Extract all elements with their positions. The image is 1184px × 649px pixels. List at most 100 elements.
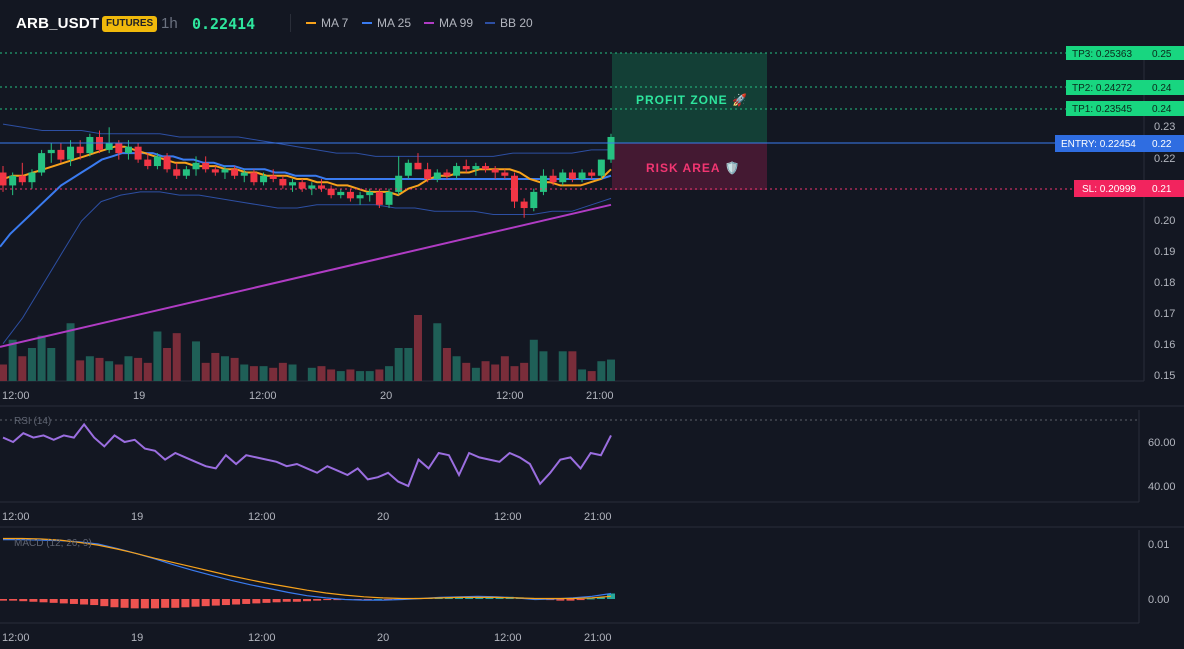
tp3-tag (1066, 46, 1148, 60)
macd-tick: 0.00 (1148, 594, 1169, 606)
time-tick: 12:00 (496, 390, 524, 402)
time-axis-main: 12:00 19 12:00 20 12:00 21:00 (2, 390, 614, 402)
macd-histogram-bar (272, 599, 281, 603)
volume-bar (471, 367, 480, 381)
macd-histogram-bar (100, 599, 109, 607)
volume-bar (385, 366, 394, 381)
tp3-axis-label: 0.25 (1152, 49, 1172, 60)
tp2-axis-tag (1148, 80, 1184, 95)
volume-bar (18, 356, 27, 381)
macd-histogram-bar (140, 599, 149, 609)
macd-histogram-bar (221, 599, 230, 606)
macd-histogram-bar (110, 599, 119, 608)
tp3-tag-label: TP3: 0.25363 (1072, 49, 1132, 60)
profit-zone-label: PROFIT ZONE 🚀 (636, 93, 748, 107)
price-tick: 0.20 (1154, 215, 1175, 227)
bb-upper-line (2, 123, 611, 157)
sl-tag (1074, 180, 1148, 197)
candle-body (559, 172, 567, 183)
ma25-line (0, 152, 612, 248)
profit-zone (612, 53, 767, 143)
candle-body (414, 162, 422, 170)
macd-tick: 0.01 (1148, 539, 1169, 551)
macd-histogram-bar (90, 599, 99, 606)
volume-bar (607, 359, 615, 381)
header-divider (290, 14, 291, 32)
candle-body (337, 191, 345, 196)
macd-histogram-bar (59, 599, 68, 604)
candle-body (308, 185, 316, 189)
candle-body (491, 169, 499, 173)
ma99-label: MA 99 (439, 16, 474, 30)
candle-body (38, 153, 46, 173)
time-axis-macd: 12:00 19 12:00 20 12:00 21:00 (2, 632, 612, 644)
time-tick: 21:00 (584, 632, 612, 644)
time-tick: 19 (131, 511, 143, 523)
candle-body (375, 191, 383, 205)
sl-axis-label: 0.21 (1152, 184, 1172, 195)
macd-histogram-bar (130, 599, 139, 609)
macd-histogram-bar (181, 599, 190, 608)
candle-body (588, 172, 596, 176)
macd-histogram-bar (586, 598, 595, 600)
legend-ma7[interactable]: MA 7 (306, 16, 348, 30)
volume-bar (587, 371, 596, 381)
macd-histogram-bar (69, 599, 78, 604)
entry-tag-label: ENTRY: 0.22454 (1061, 139, 1136, 150)
entry-axis-label: 0.22 (1152, 139, 1172, 150)
volume-bar (413, 315, 422, 381)
legend-bb20[interactable]: BB 20 (485, 16, 533, 30)
volume-bar (520, 362, 529, 381)
volume-bar (105, 361, 114, 381)
macd-label: MACD (12, 26, 9) (14, 538, 92, 549)
candle-body (346, 191, 354, 199)
candle-body (47, 149, 55, 154)
ma25-swatch (362, 22, 372, 24)
ma7-label: MA 7 (321, 16, 349, 30)
candle-body (424, 169, 432, 179)
price-tick: 0.23 (1154, 121, 1175, 133)
candle-body (9, 175, 17, 186)
time-tick: 12:00 (2, 511, 30, 523)
symbol-title[interactable]: ARB_USDT (16, 15, 100, 32)
volume-bar (568, 351, 577, 381)
macd-pane[interactable] (0, 537, 615, 609)
volume-bar (365, 371, 374, 381)
rsi-pane[interactable] (2, 422, 612, 488)
legend-ma99[interactable]: MA 99 (424, 16, 473, 30)
volume-bar (163, 348, 172, 381)
price-pane[interactable] (0, 123, 615, 381)
candle-body (433, 172, 441, 179)
candle-body (366, 191, 374, 196)
macd-histogram-bar (556, 599, 565, 601)
price-tick: 0.19 (1154, 246, 1175, 258)
time-tick: 12:00 (248, 511, 276, 523)
candle-body (317, 185, 325, 189)
volume-bar (529, 339, 538, 381)
candle-body (260, 175, 268, 183)
macd-histogram-bar (323, 599, 332, 601)
time-tick: 20 (377, 632, 389, 644)
candle-body (28, 172, 36, 183)
volume-bar (249, 366, 258, 381)
timeframe-label[interactable]: 1h (161, 15, 178, 32)
candle-body (269, 175, 277, 179)
volume-bar (491, 364, 500, 381)
volume-bar (192, 341, 201, 381)
candle-body (57, 149, 65, 160)
ma7-line (2, 145, 612, 197)
macd-histogram-bar (303, 599, 311, 602)
candle-body (240, 172, 248, 176)
candle-body (76, 146, 84, 154)
macd-signal-line (3, 537, 612, 600)
risk-zone-label: RISK AREA 🛡️ (646, 161, 740, 175)
macd-histogram-bar (292, 599, 301, 602)
macd-histogram-bar (161, 599, 170, 608)
macd-histogram-bar (171, 599, 180, 608)
sl-axis-tag (1148, 180, 1184, 197)
legend-ma25[interactable]: MA 25 (362, 16, 411, 30)
volume-bar (433, 323, 442, 381)
candle-body (298, 182, 306, 189)
volume-bar (37, 335, 46, 381)
